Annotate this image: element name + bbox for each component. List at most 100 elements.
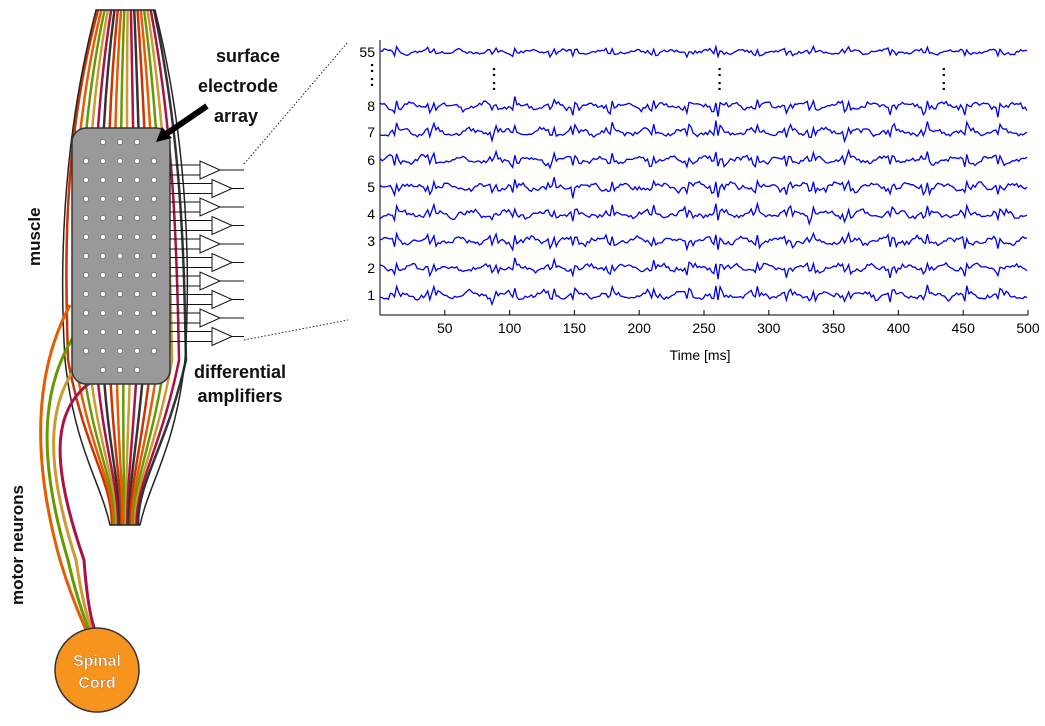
channel-label: 4 [367, 206, 375, 222]
electrode [151, 348, 157, 354]
electrode [134, 253, 140, 259]
x-tick-label: 400 [887, 320, 911, 336]
electrode [117, 367, 123, 373]
electrode [134, 348, 140, 354]
electrode [151, 253, 157, 259]
ellipsis-marker: : [491, 77, 496, 94]
electrode [117, 272, 123, 278]
ellipsis-marker: : [491, 63, 496, 80]
motor-neuron-fibers [39, 304, 97, 631]
emg-traces [379, 44, 1028, 307]
electrode [83, 196, 89, 202]
electrode [100, 348, 106, 354]
emg-trace [379, 44, 1028, 59]
electrode [100, 329, 106, 335]
channel-labels: 55 8 7 6 5 4 3 2 1 [359, 44, 375, 303]
electrode [100, 196, 106, 202]
muscle-label: muscle [25, 207, 44, 266]
electrode [100, 367, 106, 373]
ellipsis-marker: : [941, 77, 946, 94]
electrode [134, 158, 140, 164]
ellipsis-marker: : [717, 63, 722, 80]
electrode [134, 272, 140, 278]
zoom-line-top [243, 41, 349, 165]
channel-label: 7 [367, 124, 375, 140]
electrode [117, 348, 123, 354]
electrode [100, 253, 106, 259]
electrode [134, 367, 140, 373]
channel-label: 8 [367, 98, 375, 114]
channel-label: 55 [359, 44, 375, 60]
ellipsis-marker: : [369, 73, 374, 90]
motor-neuron-fiber [39, 304, 88, 631]
x-tick-label: 500 [1016, 320, 1040, 336]
electrode [117, 329, 123, 335]
emg-signal-plot: 55 8 7 6 5 4 3 2 1 50 100 150 200 250 300 350 400 450 500… [359, 40, 1040, 363]
channel-label: 3 [367, 233, 375, 249]
electrode-array-label-line1: surface [216, 46, 280, 66]
electrode-array-arrow [156, 103, 209, 142]
electrode [151, 291, 157, 297]
differential-amplifier [170, 308, 244, 328]
electrode [151, 272, 157, 278]
channel-label: 2 [367, 260, 375, 276]
x-tick-label: 150 [563, 320, 587, 336]
motor-neurons-label: motor neurons [8, 485, 27, 605]
surface-electrode-array [71, 127, 171, 385]
differential-amplifier [170, 234, 244, 254]
electrode [83, 329, 89, 335]
ellipsis-marker: : [941, 63, 946, 80]
muscle-fiber [133, 9, 174, 526]
differential-amplifier [170, 160, 244, 180]
spinal-cord-circle [54, 627, 140, 713]
electrode [117, 291, 123, 297]
differential-amplifier [170, 326, 244, 347]
electrode [83, 291, 89, 297]
x-axis-label: Time [ms] [670, 347, 731, 363]
emg-trace [379, 176, 1028, 199]
electrode [83, 234, 89, 240]
spinal-cord-label-line1: Spinal [73, 653, 121, 670]
electrode [151, 310, 157, 316]
channel-label: 6 [367, 152, 375, 168]
electrode [100, 272, 106, 278]
electrode [134, 329, 140, 335]
emg-trace [379, 96, 1028, 118]
x-tick-label: 100 [498, 320, 522, 336]
electrode-array-label-line3: array [214, 106, 258, 126]
electrode [83, 177, 89, 183]
muscle-fiber [135, 9, 181, 526]
differential-amplifier [170, 289, 244, 310]
electrode [83, 215, 89, 221]
x-tick-label: 250 [692, 320, 716, 336]
electrode [83, 253, 89, 259]
channel-ellipsis-markers: :::::::: [369, 59, 946, 94]
emg-trace [379, 257, 1028, 280]
channel-label: 5 [367, 179, 375, 195]
electrode [83, 310, 89, 316]
electrode [134, 196, 140, 202]
electrode [151, 177, 157, 183]
differential-amplifier [170, 215, 244, 236]
spinal-cord-label-line2: Cord [78, 675, 115, 692]
spinal-cord: Spinal Cord [54, 627, 140, 713]
motor-neuron-fiber [58, 378, 97, 631]
emg-trace [379, 201, 1028, 226]
amplifiers-label-line1: differential [194, 362, 286, 382]
differential-amplifier [170, 252, 244, 273]
emg-trace [379, 120, 1028, 144]
electrode [117, 158, 123, 164]
electrode [134, 234, 140, 240]
electrode [100, 215, 106, 221]
electrode [100, 139, 106, 145]
muscle-outline [61, 9, 189, 526]
x-axis-ticks: 50 100 150 200 250 300 350 400 450 500 [437, 310, 1040, 336]
x-tick-label: 200 [628, 320, 652, 336]
electrode [83, 272, 89, 278]
electrode [100, 291, 106, 297]
emg-trace [379, 148, 1028, 170]
x-tick-label: 50 [437, 320, 453, 336]
differential-amplifier [170, 271, 244, 291]
emg-trace [379, 231, 1028, 252]
